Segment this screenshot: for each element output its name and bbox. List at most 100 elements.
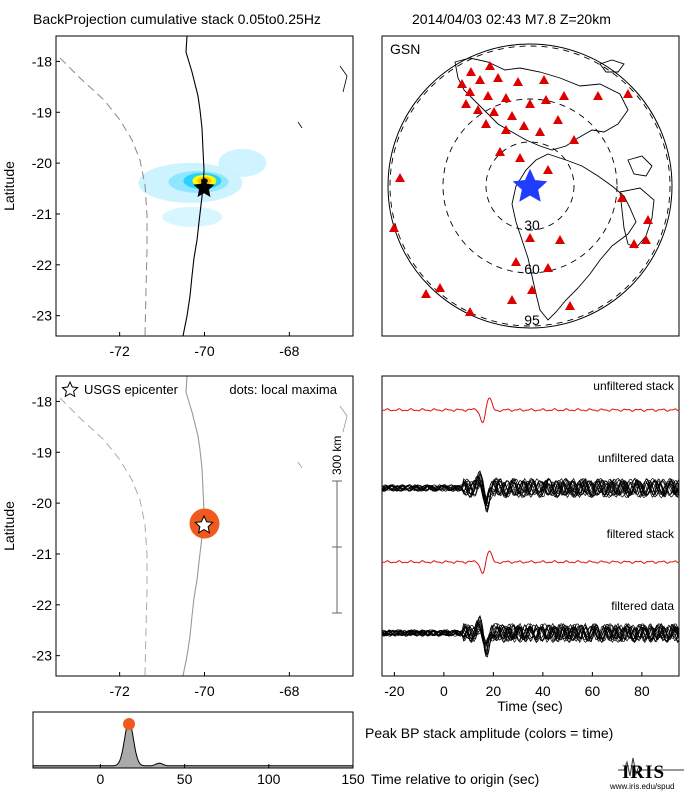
station-marker bbox=[541, 95, 551, 104]
station-marker bbox=[543, 165, 553, 174]
p1-y-axis-label: Latitude bbox=[1, 161, 17, 211]
station-marker bbox=[389, 223, 399, 232]
continent-outlines bbox=[454, 57, 655, 321]
station-marker bbox=[507, 295, 517, 304]
station-marker bbox=[493, 73, 503, 82]
legend-dots-label: dots: local maxima bbox=[229, 382, 337, 397]
station-marker bbox=[643, 215, 653, 224]
peak-amplitude-frame bbox=[32, 711, 354, 769]
station-marker bbox=[559, 91, 569, 100]
x-tick-label: 150 bbox=[341, 771, 365, 787]
peak-amplitude-marker bbox=[123, 718, 135, 730]
figure-title: BackProjection cumulative stack 0.05to0.… bbox=[33, 11, 321, 27]
station-marker bbox=[465, 307, 475, 316]
y-tick-label: -22 bbox=[32, 597, 52, 613]
epicenter-star bbox=[194, 514, 214, 534]
waveform-traces bbox=[381, 397, 680, 658]
iris-logo-wave bbox=[618, 757, 684, 777]
x-tick-label: 0 bbox=[96, 771, 104, 787]
station-marker bbox=[617, 193, 627, 202]
station-marker bbox=[525, 99, 535, 108]
p4-x-axis-label: Time (sec) bbox=[497, 698, 563, 714]
y-tick-label: -23 bbox=[32, 648, 52, 664]
x-tick-label: 20 bbox=[486, 683, 502, 699]
iris-logo-text: IRIS bbox=[622, 762, 665, 783]
p3-y-tick-labels: -18 -19 -20 -21 -22 -23 bbox=[32, 393, 60, 664]
y-tick-label: -21 bbox=[32, 206, 52, 222]
heat-level bbox=[162, 206, 223, 227]
station-marker bbox=[435, 283, 445, 292]
y-tick-label: -19 bbox=[32, 104, 52, 120]
scale-bar bbox=[332, 480, 342, 614]
trench-line bbox=[59, 57, 148, 337]
station-marker bbox=[481, 119, 491, 128]
station-marker bbox=[555, 235, 565, 244]
x-tick-label: -72 bbox=[110, 683, 130, 699]
p3-y-axis-label: Latitude bbox=[1, 501, 17, 551]
station-marker bbox=[495, 147, 505, 156]
station-marker bbox=[489, 107, 499, 116]
unfiltered-stack-trace bbox=[382, 397, 679, 424]
p4-x-tick-labels: -20 0 20 40 60 80 bbox=[384, 672, 650, 699]
station-marker bbox=[629, 239, 639, 248]
trace-label-filtered-data: filtered data bbox=[611, 599, 674, 613]
station-marker bbox=[553, 115, 563, 124]
y-tick-label: -18 bbox=[32, 53, 52, 69]
x-tick-label: -68 bbox=[279, 683, 299, 699]
event-info: 2014/04/03 02:43 M7.8 Z=20km bbox=[412, 11, 611, 27]
network-label: GSN bbox=[390, 41, 420, 57]
x-tick-label: -72 bbox=[110, 343, 130, 359]
station-marker bbox=[501, 125, 511, 134]
bottom-left-map-panel: USGS epicenter dots: local maxima 300 km… bbox=[1, 375, 354, 699]
source-star bbox=[512, 168, 548, 202]
heat-level bbox=[218, 148, 267, 177]
y-tick-label: -21 bbox=[32, 546, 52, 562]
station-marker bbox=[527, 285, 537, 294]
station-marker bbox=[519, 121, 529, 130]
filtered-stack-trace bbox=[382, 550, 679, 575]
station-marker bbox=[593, 91, 603, 100]
station-marker bbox=[543, 263, 553, 272]
trench-line bbox=[59, 397, 148, 677]
peak-amplitude-area bbox=[32, 723, 354, 769]
ring-95 bbox=[389, 45, 671, 327]
p5-x-axis-label: Time relative to origin (sec) bbox=[371, 771, 539, 787]
trace-label-filtered-stack: filtered stack bbox=[607, 527, 675, 541]
unfiltered-data-trace bbox=[381, 475, 680, 503]
station-marker bbox=[466, 67, 476, 76]
ring-label-60: 60 bbox=[524, 261, 540, 277]
ring-label-95: 95 bbox=[524, 312, 540, 328]
x-tick-label: 0 bbox=[440, 683, 448, 699]
station-marker bbox=[525, 233, 535, 242]
x-tick-label: -70 bbox=[194, 343, 214, 359]
y-tick-label: -23 bbox=[32, 308, 52, 324]
x-tick-label: 80 bbox=[634, 683, 650, 699]
filtered-data-trace bbox=[381, 615, 680, 657]
station-map-panel: GSN 30 60 95 bbox=[381, 35, 680, 337]
station-marker bbox=[501, 93, 511, 102]
station-marker bbox=[485, 61, 495, 70]
station-marker bbox=[421, 289, 431, 298]
border-line bbox=[297, 405, 348, 469]
x-tick-label: 40 bbox=[535, 683, 551, 699]
peak-amplitude-caption: Peak BP stack amplitude (colors = time) bbox=[365, 725, 613, 741]
waveform-panel: unfiltered stack unfiltered data filtere… bbox=[381, 375, 680, 714]
p3-x-tick-labels: -72 -70 -68 bbox=[110, 672, 300, 699]
top-left-map-panel: -18 -19 -20 -21 -22 -23 -72 -70 -68 Latitude bbox=[1, 35, 354, 359]
x-tick-label: -70 bbox=[194, 683, 214, 699]
station-marker bbox=[457, 79, 467, 88]
filtered-data-trace bbox=[381, 620, 680, 652]
scale-bar-label: 300 km bbox=[330, 436, 344, 475]
ring-30 bbox=[485, 141, 575, 231]
station-marker bbox=[535, 127, 545, 136]
station-marker bbox=[511, 257, 521, 266]
x-tick-label: 100 bbox=[257, 771, 281, 787]
epicenter-star bbox=[193, 177, 215, 197]
unfiltered-data-trace bbox=[381, 480, 680, 499]
y-tick-label: -20 bbox=[32, 155, 52, 171]
station-markers bbox=[389, 61, 653, 316]
p1-x-tick-labels: -72 -70 -68 bbox=[110, 332, 300, 359]
x-tick-label: -20 bbox=[384, 683, 404, 699]
station-marker bbox=[461, 99, 471, 108]
station-marker bbox=[569, 135, 579, 144]
